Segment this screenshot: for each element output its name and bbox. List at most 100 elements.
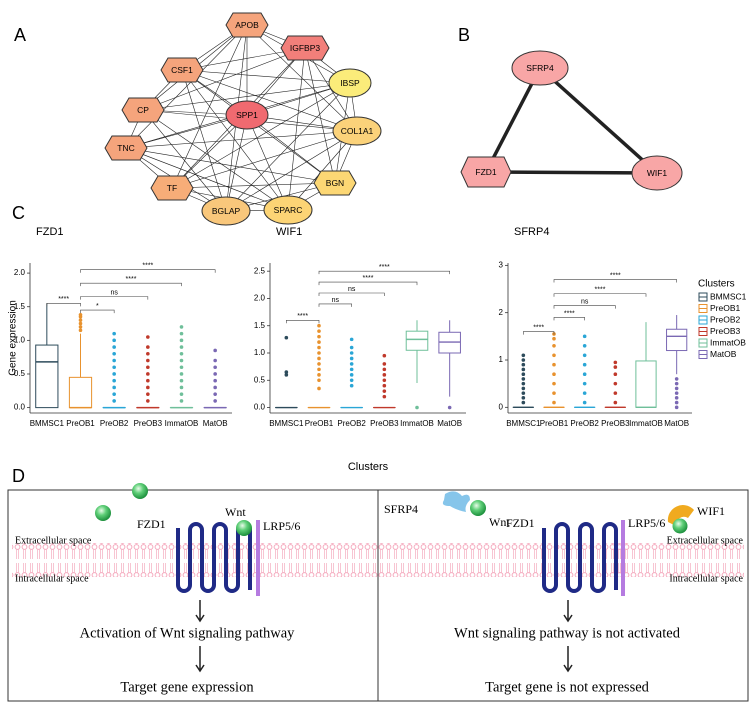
node-label: TNC	[117, 143, 134, 153]
outlier	[112, 372, 116, 376]
outlier	[284, 373, 289, 377]
outlier	[179, 392, 184, 396]
significance: ****	[595, 287, 606, 294]
outlier	[382, 389, 387, 393]
edge	[142, 109, 227, 212]
outlier	[521, 391, 526, 395]
outlier	[179, 331, 184, 336]
outlier	[674, 396, 679, 400]
outlier	[382, 367, 387, 372]
x-tick-label: ImmatOB	[165, 419, 199, 428]
label: Wnt	[489, 515, 510, 529]
label: Wnt	[225, 505, 246, 519]
node-label: FZD1	[475, 167, 497, 177]
outlier	[552, 381, 556, 386]
node	[631, 155, 683, 191]
outlier	[213, 358, 217, 363]
outlier	[213, 392, 217, 396]
x-tick-label: PreOB3	[134, 419, 163, 428]
bracket	[286, 319, 320, 324]
network: SFRP4 FZD1 WIF1	[460, 50, 683, 191]
node-label: SFRP4	[526, 63, 554, 73]
node	[263, 195, 313, 225]
bracket	[553, 317, 585, 321]
y-tick-label: 3	[499, 260, 504, 269]
y-tick-label: 2.5	[254, 266, 266, 275]
x-tick-label: PreOB1	[305, 419, 334, 428]
arrow	[563, 600, 573, 623]
significance: *	[96, 303, 99, 310]
outlier	[146, 378, 150, 383]
bracket	[80, 296, 149, 300]
outlier	[213, 365, 217, 370]
wnt-ligand	[236, 520, 252, 536]
arrow	[195, 600, 205, 623]
wnt-ligand	[95, 505, 111, 521]
fzd1-receptor	[542, 522, 618, 593]
box	[35, 344, 59, 409]
edge	[142, 82, 351, 111]
outlier	[179, 399, 184, 403]
outlier	[582, 362, 587, 367]
arrow	[563, 646, 573, 673]
node	[332, 116, 382, 146]
bracket	[318, 281, 418, 286]
y-tick-label: 0	[499, 402, 504, 411]
legend-label: ImmatOB	[710, 337, 746, 347]
legend-label: MatOB	[710, 349, 737, 359]
y-tick-label: 1.0	[254, 348, 266, 357]
x-tick-label: PreOB2	[570, 419, 599, 428]
arrow	[195, 646, 205, 673]
label: Intracellular space	[15, 573, 89, 584]
outlier	[582, 372, 587, 376]
outlier	[382, 394, 387, 399]
outlier	[146, 345, 150, 349]
outlier	[317, 386, 321, 391]
significance: ****	[610, 272, 621, 279]
node	[150, 175, 194, 201]
y-tick-label: 0.0	[14, 403, 26, 412]
outlier	[521, 367, 526, 372]
outlier	[317, 367, 321, 372]
outlier	[521, 362, 526, 367]
outlier	[552, 353, 556, 358]
outlier	[613, 391, 618, 395]
bracket	[46, 303, 81, 307]
outlier	[213, 372, 217, 376]
significance: ns	[348, 286, 356, 293]
outlier	[213, 348, 217, 353]
x-tick-label: BMMSC1	[269, 419, 304, 428]
outlier	[382, 383, 387, 388]
node-label: COL1A1	[341, 126, 374, 136]
outlier	[349, 362, 354, 366]
outlier	[613, 365, 618, 369]
outlier	[349, 378, 354, 383]
node-label: CSF1	[171, 65, 193, 75]
label: Wnt signaling pathway is not activated	[454, 625, 681, 641]
significance: ****	[379, 264, 390, 271]
outlier	[78, 312, 83, 317]
node	[160, 57, 204, 83]
box	[635, 360, 657, 408]
outlier	[213, 385, 217, 390]
label: LRP5/6	[628, 516, 665, 530]
outlier	[349, 356, 354, 361]
edge	[538, 66, 659, 175]
node	[460, 156, 512, 188]
outlier	[349, 373, 354, 377]
edge	[225, 82, 351, 212]
mechanism-diagram: Wnt FZD1 LRP5/6 Extracellular space Intr…	[7, 483, 749, 702]
bracket	[553, 293, 647, 297]
label: FZD1	[506, 516, 535, 530]
edge	[125, 147, 336, 184]
outlier	[317, 329, 321, 333]
y-tick-label: 1.0	[14, 335, 26, 344]
x-tick-label: PreOB1	[540, 419, 569, 428]
y-axis-label: Gene expression	[8, 300, 19, 376]
outlier	[415, 405, 419, 410]
node	[104, 135, 148, 161]
y-tick-label: 2.0	[14, 268, 26, 277]
outlier	[78, 318, 83, 322]
outlier	[582, 334, 587, 339]
